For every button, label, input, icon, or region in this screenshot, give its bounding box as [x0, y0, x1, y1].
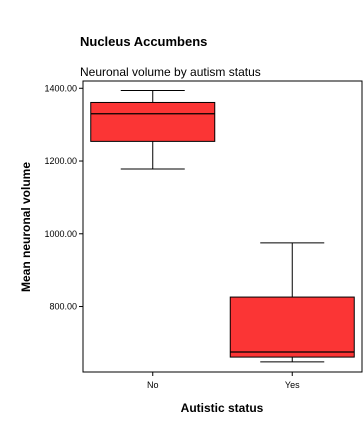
x-tick-label: Yes — [285, 380, 300, 390]
y-tick-label: 800.00 — [49, 302, 77, 312]
box-yes — [229, 296, 355, 358]
chart-subtitle: Neuronal volume by autism status — [80, 65, 261, 79]
y-tick-label: 1200.00 — [44, 156, 77, 166]
x-axis-label: Autistic status — [181, 401, 264, 415]
x-tick-label: No — [147, 380, 159, 390]
box-no — [90, 101, 216, 142]
y-tick-label: 1000.00 — [44, 229, 77, 239]
plot-area: 800.00 1000.00 1200.00 1400.00 No Yes — [44, 80, 363, 390]
y-tick-label: 1400.00 — [44, 83, 77, 93]
chart-title: Nucleus Accumbens — [80, 34, 207, 49]
plot-frame — [82, 80, 363, 373]
y-axis-label: Mean neuronal volume — [19, 162, 33, 292]
